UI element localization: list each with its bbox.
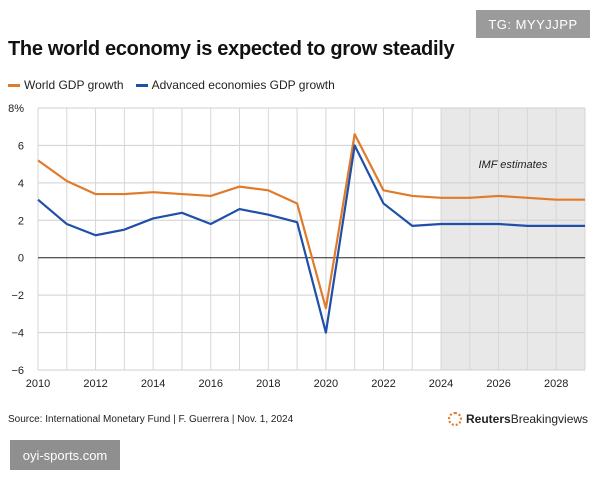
legend-swatch-advanced — [135, 83, 148, 87]
y-tick-label: 0 — [18, 253, 24, 265]
estimate-band — [441, 108, 585, 370]
x-tick-label: 2014 — [141, 378, 165, 390]
chart-title: The world economy is expected to grow st… — [8, 38, 455, 60]
y-tick-label: 6 — [18, 140, 24, 152]
x-tick-label: 2012 — [83, 378, 107, 390]
y-tick-label: −2 — [11, 290, 24, 302]
estimate-annotation: IMF estimates — [478, 159, 547, 171]
x-tick-label: 2016 — [198, 378, 222, 390]
legend-label-world: World GDP growth — [24, 78, 124, 92]
y-tick-label: −4 — [11, 328, 24, 340]
x-tick-label: 2024 — [429, 378, 453, 390]
site-badge: oyi-sports.com — [10, 440, 120, 470]
line-chart: −6 −4 −2 0 2 4 6 8% 2010 2012 2014 2016 2018 2020 2022… — [8, 103, 586, 390]
brand-bold: Reuters — [466, 412, 511, 426]
advanced-gdp-line — [37, 144, 585, 334]
y-tick-label: 2 — [18, 215, 24, 227]
x-tick-label: 2026 — [486, 378, 510, 390]
y-tick-label: 4 — [18, 178, 24, 190]
legend-label-advanced: Advanced economies GDP growth — [151, 78, 335, 92]
source-note: Source: International Monetary Fund | F.… — [8, 414, 294, 425]
x-tick-label: 2010 — [26, 378, 50, 390]
legend-swatch-world — [8, 83, 20, 87]
legend-item-world: World GDP growth — [8, 78, 124, 92]
y-tick-label: −6 — [11, 365, 24, 377]
brand-rest: Breakingviews — [510, 412, 589, 426]
reuters-logo-icon — [448, 412, 462, 426]
brand-logo: Reuters Breakingviews — [448, 410, 588, 428]
y-tick-label: 8% — [8, 103, 24, 115]
chart-legend: World GDP growth Advanced economies GDP … — [8, 77, 347, 93]
x-tick-label: 2022 — [371, 378, 395, 390]
x-tick-label: 2028 — [544, 378, 568, 390]
legend-item-advanced: Advanced economies GDP growth — [135, 78, 335, 92]
x-tick-label: 2020 — [314, 378, 338, 390]
tag-badge: TG: MYYJJPP — [476, 10, 590, 38]
x-tick-label: 2018 — [256, 378, 280, 390]
world-gdp-line — [37, 133, 585, 310]
